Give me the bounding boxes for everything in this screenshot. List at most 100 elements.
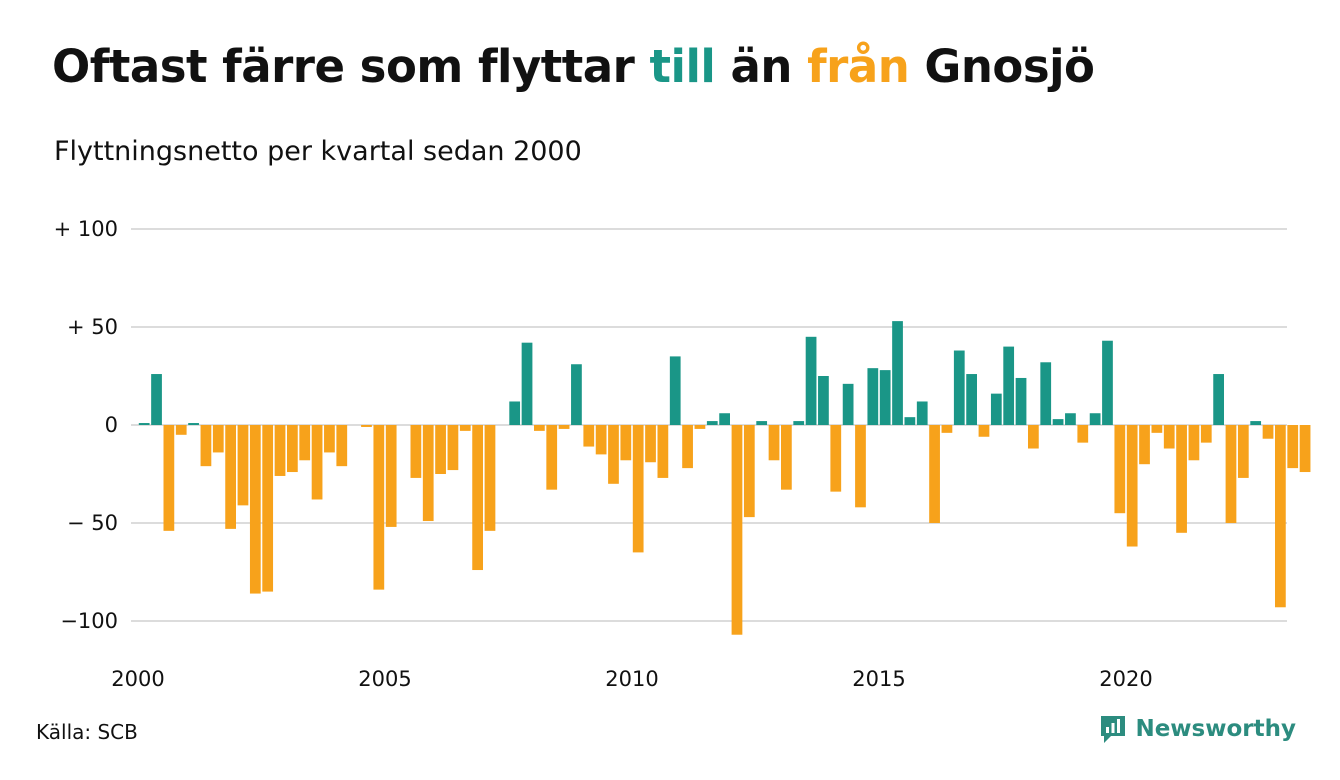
bar [151,374,162,425]
bar [373,425,385,590]
bar [1065,413,1076,425]
y-tick-label: + 50 [67,315,118,339]
bar [299,425,311,461]
bar [879,370,891,425]
bar [1163,425,1175,449]
bar [1077,425,1089,443]
x-tick-label: 2015 [852,667,905,691]
bar [595,425,607,455]
title-fran: från [807,40,910,93]
x-axis-labels: 2000 2005 2010 2015 2020 [111,667,1152,691]
bar [620,425,632,461]
bar [657,425,669,478]
bar [793,421,805,425]
bar [534,425,545,431]
bar [1052,419,1064,425]
title-part-5: Gnosjö [909,40,1095,93]
bar [855,425,866,508]
bar [669,356,681,425]
bar [916,401,928,425]
bar [249,425,261,594]
bar [212,425,224,453]
bar [978,425,990,437]
chart-subtitle: Flyttningsnetto per kvartal sedan 2000 [54,136,582,167]
y-axis-labels: + 100 + 50 0 − 50 −100 [54,217,118,633]
bar [645,425,656,463]
chart-title: Oftast färre som flyttar till än från Gn… [52,40,1095,93]
bar [1126,425,1138,547]
x-tick-label: 2010 [605,667,658,691]
bar [966,374,977,425]
bar [1028,425,1039,449]
bar [842,383,854,425]
bar [237,425,249,506]
bar [781,425,792,490]
bar [867,368,879,425]
bar [1250,421,1262,425]
bar [892,321,903,425]
bar [274,425,286,476]
x-tick-label: 2000 [111,667,164,691]
bar [472,425,483,571]
bar [410,425,422,478]
bar [1213,374,1224,425]
bar [904,417,916,425]
bar [1015,377,1027,425]
bar [1102,340,1113,425]
bar [1151,425,1163,433]
bar [682,425,693,469]
y-tick-label: + 100 [54,217,118,241]
x-tick-label: 2020 [1099,667,1152,691]
bar [287,425,298,473]
bar [175,425,187,435]
bar [447,425,459,471]
source-note: Källa: SCB [36,720,138,744]
bar-chart: + 100 + 50 0 − 50 −100 2000 2005 2010 2015 2020 [54,217,1311,691]
bar [385,425,397,527]
bar [1003,346,1015,425]
bar [138,423,150,425]
bar [929,425,940,523]
bar [484,425,496,531]
bar [422,425,434,522]
bar [1200,425,1212,443]
bar [694,425,706,429]
bar [1188,425,1200,461]
bar [805,336,817,425]
bar [1139,425,1150,465]
bar [818,376,829,425]
bar [1299,425,1311,473]
bar [1262,425,1274,439]
bar [990,393,1002,425]
bar [361,425,372,427]
bar [571,364,582,425]
x-tick-label: 2005 [358,667,411,691]
bar [262,425,274,592]
title-part-3: än [715,40,808,93]
bar [632,425,644,553]
bar [583,425,595,447]
bar [311,425,323,500]
bar [225,425,236,529]
bar [768,425,780,461]
bar [509,401,521,425]
newsworthy-logo-icon [1101,716,1126,743]
newsworthy-logo: Newsworthy [1099,714,1296,744]
bar [1176,425,1187,533]
bar [743,425,755,518]
bar [324,425,335,453]
bar [1114,425,1126,514]
bar [941,425,953,433]
bar [435,425,446,474]
bar [1237,425,1249,478]
bar [558,425,570,429]
brand-name: Newsworthy [1135,716,1296,742]
bar [200,425,212,467]
bar [719,413,730,425]
bar [1225,425,1237,523]
bar [546,425,558,490]
bar [1089,413,1101,425]
bar [731,425,743,635]
title-part-1: Oftast färre som flyttar [52,40,650,93]
bar [706,421,718,425]
